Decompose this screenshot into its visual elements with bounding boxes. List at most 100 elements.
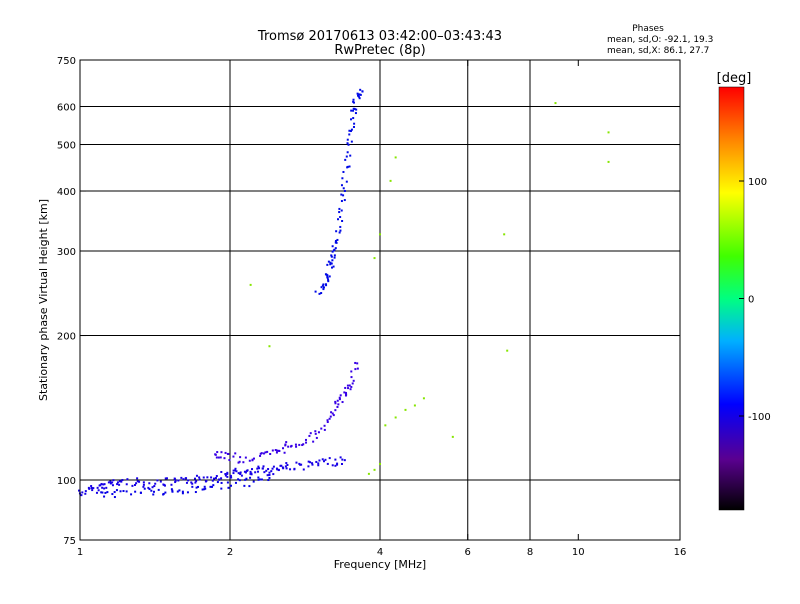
data-point bbox=[352, 107, 355, 110]
data-point bbox=[353, 107, 356, 110]
data-point bbox=[327, 260, 330, 263]
data-point bbox=[209, 485, 212, 488]
data-point bbox=[343, 459, 346, 462]
data-point bbox=[326, 462, 329, 465]
data-point bbox=[194, 491, 197, 494]
data-point bbox=[174, 481, 177, 484]
data-point bbox=[326, 275, 329, 278]
data-point bbox=[148, 482, 151, 485]
data-point bbox=[451, 435, 454, 438]
data-point bbox=[340, 184, 343, 187]
data-point bbox=[294, 443, 297, 446]
data-point bbox=[331, 250, 334, 253]
data-point bbox=[191, 485, 194, 488]
data-point bbox=[322, 283, 325, 286]
data-point bbox=[150, 489, 153, 492]
data-point bbox=[215, 456, 218, 459]
data-point bbox=[356, 362, 359, 365]
data-point bbox=[257, 476, 260, 479]
data-point bbox=[340, 200, 343, 203]
data-point bbox=[205, 479, 208, 482]
data-point bbox=[358, 97, 361, 100]
data-point bbox=[249, 476, 252, 479]
data-point bbox=[309, 461, 312, 464]
data-point bbox=[342, 194, 345, 197]
data-point bbox=[193, 477, 196, 480]
data-point bbox=[257, 470, 260, 473]
data-point bbox=[244, 471, 247, 474]
data-point bbox=[203, 488, 206, 491]
data-point bbox=[346, 384, 349, 387]
data-point bbox=[218, 478, 221, 481]
data-point bbox=[340, 193, 343, 196]
data-point bbox=[323, 424, 326, 427]
data-point bbox=[320, 292, 323, 295]
data-point bbox=[329, 261, 332, 264]
data-point bbox=[355, 108, 358, 111]
data-point bbox=[262, 465, 265, 468]
data-point bbox=[315, 460, 318, 463]
data-point bbox=[268, 473, 271, 476]
data-point bbox=[142, 485, 145, 488]
data-point bbox=[156, 479, 159, 482]
data-point bbox=[143, 487, 146, 490]
data-point bbox=[268, 476, 271, 479]
data-point bbox=[251, 468, 254, 471]
data-point bbox=[348, 129, 351, 132]
data-point bbox=[283, 451, 286, 454]
data-point bbox=[224, 474, 227, 477]
data-point bbox=[182, 478, 185, 481]
data-point bbox=[339, 394, 342, 397]
data-point bbox=[320, 427, 323, 430]
data-point bbox=[111, 481, 114, 484]
data-point bbox=[356, 92, 359, 95]
data-point bbox=[341, 177, 344, 180]
data-point bbox=[245, 477, 248, 480]
data-point bbox=[352, 109, 355, 112]
data-point bbox=[195, 474, 198, 477]
data-point bbox=[164, 491, 167, 494]
data-point bbox=[275, 451, 278, 454]
data-point bbox=[346, 151, 349, 154]
data-point bbox=[287, 445, 290, 448]
data-point bbox=[352, 125, 355, 128]
data-point bbox=[198, 478, 201, 481]
data-point bbox=[331, 266, 334, 269]
x-tick-label: 2 bbox=[227, 547, 233, 558]
data-point bbox=[227, 486, 230, 489]
y-tick-label: 750 bbox=[57, 56, 76, 67]
data-point bbox=[90, 485, 93, 488]
y-tick-label: 500 bbox=[57, 141, 76, 152]
data-point bbox=[230, 484, 233, 487]
data-point bbox=[318, 292, 321, 295]
data-point bbox=[289, 468, 292, 471]
x-tick-label: 16 bbox=[674, 547, 687, 558]
data-point bbox=[138, 480, 141, 483]
data-point bbox=[216, 481, 219, 484]
data-point bbox=[350, 109, 353, 112]
data-point bbox=[136, 480, 139, 483]
data-point bbox=[328, 275, 331, 278]
data-point bbox=[326, 277, 329, 280]
data-point bbox=[295, 461, 298, 464]
x-tick-label: 6 bbox=[465, 547, 471, 558]
data-point bbox=[328, 457, 331, 460]
data-point bbox=[212, 484, 215, 487]
data-point bbox=[185, 477, 188, 480]
grid bbox=[80, 60, 680, 540]
data-point bbox=[260, 452, 263, 455]
data-point bbox=[263, 471, 266, 474]
data-point bbox=[361, 90, 364, 93]
data-point bbox=[259, 454, 262, 457]
data-point bbox=[269, 453, 272, 456]
data-point bbox=[284, 465, 287, 468]
x-tick-label: 8 bbox=[527, 547, 533, 558]
data-point bbox=[226, 472, 229, 475]
data-point bbox=[337, 403, 340, 406]
data-point bbox=[257, 478, 260, 481]
data-point bbox=[103, 495, 106, 498]
data-point bbox=[337, 218, 340, 221]
data-point bbox=[112, 479, 115, 482]
data-point bbox=[348, 165, 351, 168]
data-point bbox=[339, 456, 342, 459]
